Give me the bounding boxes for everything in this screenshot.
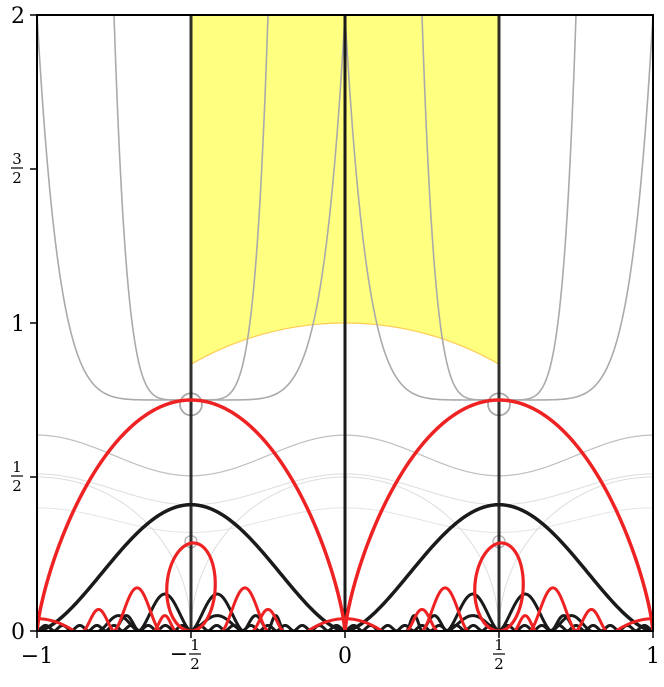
red-small-curve-0	[113, 586, 161, 631]
light-contour-arc-2	[498, 476, 653, 631]
red-arch-0	[37, 398, 347, 631]
svg-text:2: 2	[190, 655, 200, 673]
red-small-curve-4	[82, 607, 115, 631]
x-tick-label-4: 1	[646, 644, 660, 669]
black-fringe-23	[430, 623, 448, 631]
svg-text:3: 3	[12, 150, 22, 168]
x-tick-label-0: −1	[21, 644, 53, 669]
black-fringe-24	[447, 623, 465, 631]
red-cusp-curve-0	[37, 617, 75, 631]
black-curve-1	[344, 502, 653, 631]
y-tick-label-4: 2	[11, 4, 25, 29]
black-fringe-20	[379, 623, 397, 631]
red-cusp-curve-1	[307, 617, 383, 631]
black-curve-0	[37, 502, 346, 631]
x-tick-label-2: 0	[338, 644, 352, 669]
fraction-label: 32	[11, 150, 23, 187]
red-arch-1	[343, 398, 653, 631]
black-fringe-13	[259, 623, 277, 631]
svg-text:2: 2	[12, 477, 22, 495]
y-tick-label-0: 0	[11, 620, 25, 645]
black-curve-12	[137, 592, 193, 631]
black-curve-15	[497, 592, 553, 631]
red-cusp-curve-2	[615, 617, 653, 631]
red-small-curve-3	[529, 586, 577, 631]
red-small-curve-9	[513, 614, 537, 631]
red-small-curve-7	[575, 607, 608, 631]
black-fringe-21	[396, 623, 414, 631]
svg-text:2: 2	[12, 169, 22, 187]
red-teardrop-0	[165, 541, 217, 631]
black-fringe-5	[122, 623, 140, 631]
red-small-curve-6	[406, 607, 438, 631]
black-fringe-18	[344, 623, 363, 631]
svg-text:−: −	[170, 642, 188, 667]
light-contour-arc-0	[37, 476, 192, 631]
red-teardrop-1	[473, 541, 525, 631]
black-fringe-14	[276, 623, 294, 631]
red-curves	[37, 398, 653, 631]
black-curves	[37, 15, 653, 631]
fraction-label: −12	[170, 636, 201, 673]
black-fringe-17	[327, 623, 346, 631]
black-fringe-29	[533, 623, 551, 631]
red-small-curve-8	[153, 614, 177, 631]
black-fringe-30	[550, 623, 568, 631]
svg-text:1: 1	[12, 458, 22, 476]
svg-text:1: 1	[494, 636, 504, 654]
red-small-curve-5	[252, 607, 284, 631]
black-fringe-0	[37, 623, 55, 631]
black-fringe-31	[567, 623, 585, 631]
black-curve-13	[189, 592, 245, 631]
black-fringe-4	[105, 623, 123, 631]
black-fringe-11	[225, 623, 243, 631]
svg-text:2: 2	[494, 655, 504, 673]
fraction-label: 12	[11, 458, 23, 495]
black-fringe-12	[242, 623, 260, 631]
axis-ticks	[30, 14, 654, 638]
black-fringe-6	[139, 623, 157, 631]
black-curve-14	[445, 592, 501, 631]
svg-text:1: 1	[190, 636, 200, 654]
black-fringe-32	[584, 623, 602, 631]
black-fringe-15	[293, 623, 311, 631]
black-fringe-35	[635, 623, 653, 631]
fraction-label: 12	[493, 636, 505, 673]
y-tick-label-2: 1	[11, 312, 25, 337]
black-fringe-3	[88, 623, 106, 631]
black-fringe-22	[413, 623, 431, 631]
